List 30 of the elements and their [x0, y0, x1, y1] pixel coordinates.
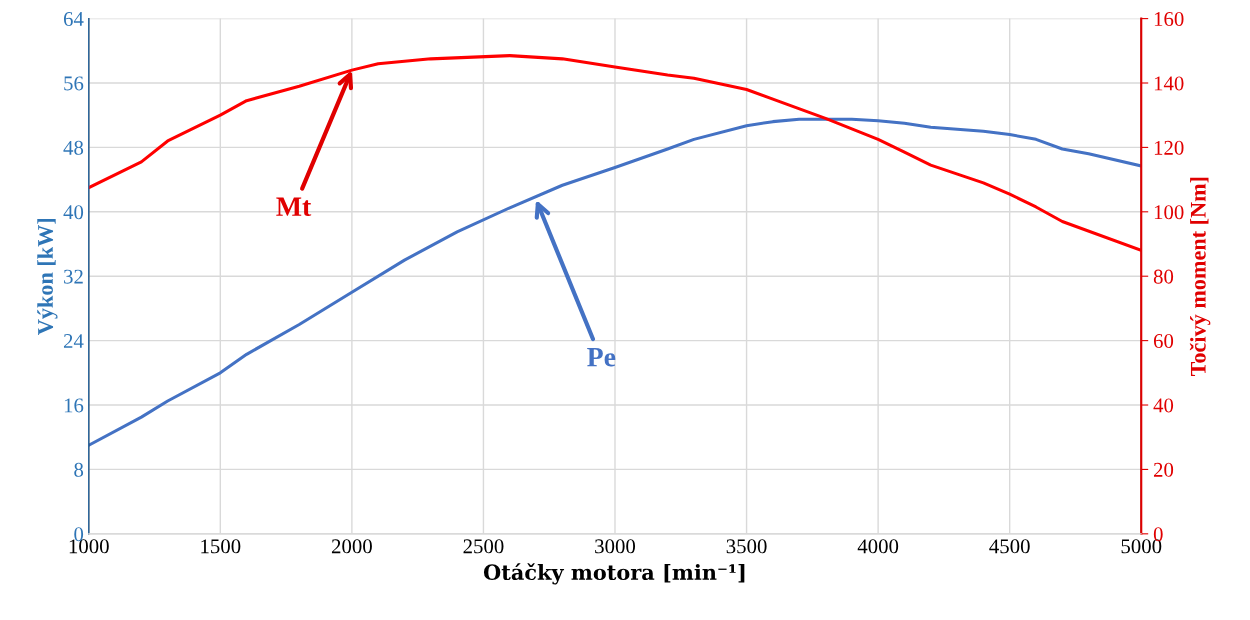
annotation: Pe	[587, 348, 616, 367]
y2-axis-title: Točivý moment [Nm]	[1189, 177, 1211, 377]
y-tick-label: 32	[64, 269, 83, 284]
line-series	[88, 117, 1142, 447]
y2-tick-label: 80	[1153, 269, 1174, 284]
x-tick-label: 2000	[331, 539, 372, 554]
y-tick-label: 64	[63, 12, 84, 27]
y-tick-label: 16	[64, 398, 84, 413]
annotation: Mt	[276, 197, 312, 217]
x-tick-label: 4500	[989, 539, 1030, 554]
x-tick-label: 4000	[857, 539, 899, 554]
y2-tick-label: 60	[1153, 333, 1174, 349]
y-tick-label: 40	[63, 205, 84, 220]
y-tick-label: 56	[64, 76, 84, 91]
x-tick-label: 3500	[726, 539, 767, 554]
x-axis-title: Otáčky motora [min⁻¹]	[483, 563, 745, 585]
y-tick-label: 8	[74, 462, 84, 477]
x-tick-label: 3000	[595, 539, 636, 554]
y2-tick-label: 20	[1153, 462, 1174, 477]
y2-tick-label: 160	[1154, 11, 1184, 27]
x-tick-label: 2500	[463, 539, 504, 554]
line-series	[88, 54, 1142, 252]
x-tick-label: 1500	[201, 539, 241, 554]
y2-tick-label: 100	[1154, 205, 1184, 220]
y2-tick-label: 40	[1153, 398, 1174, 413]
y-tick-label: 24	[63, 334, 84, 348]
y-axis-title: Výkon [kW]	[37, 218, 58, 335]
y-tick-label: 48	[63, 140, 84, 155]
y2-tick-label: 120	[1154, 140, 1184, 155]
y2-tick-label: 140	[1154, 76, 1184, 91]
